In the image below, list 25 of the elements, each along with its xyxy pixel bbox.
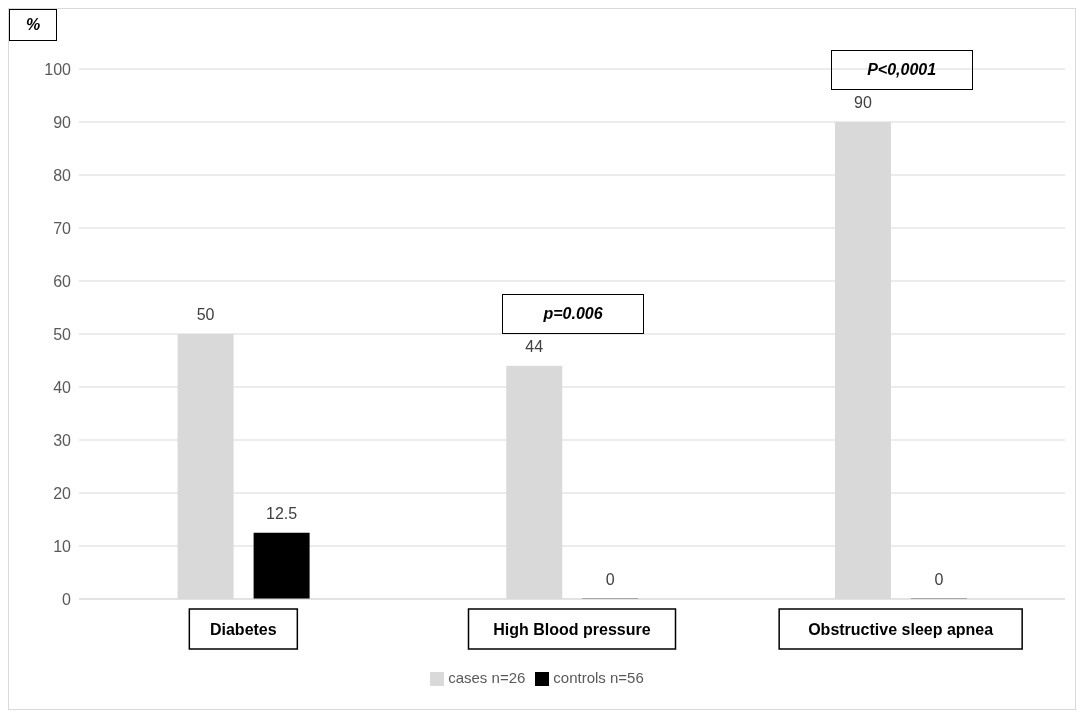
text-box: p=0.006 <box>502 293 644 334</box>
x-tick-label: Obstructive sleep apnea <box>808 621 994 638</box>
y-tick-label: 40 <box>53 378 72 396</box>
y-tick-label: 60 <box>53 272 72 290</box>
data-label: 12.5 <box>266 504 298 522</box>
y-tick-label: 10 <box>53 537 72 555</box>
legend-label: cases n=26 <box>448 669 526 686</box>
data-label: 44 <box>525 337 544 355</box>
y-tick-label: 90 <box>53 113 72 131</box>
data-label: 0 <box>605 571 615 588</box>
x-tick-label: High Blood pressure <box>493 621 651 638</box>
data-label: 0 <box>934 571 944 588</box>
y-tick-label: 20 <box>53 484 72 502</box>
data-label: 50 <box>196 306 215 323</box>
y-tick-label: 80 <box>53 166 72 184</box>
data-label: 90 <box>854 94 872 111</box>
text-box: P<0,0001 <box>830 50 973 90</box>
y-tick-label: 30 <box>53 431 72 449</box>
x-tick-label: Diabetes <box>209 621 277 638</box>
y-tick-label: 100 <box>44 60 72 78</box>
y-tick-label: 0 <box>62 590 72 608</box>
y-tick-label: 50 <box>53 325 72 343</box>
legend-label: controls n=56 <box>553 669 644 686</box>
y-tick-label: 70 <box>53 219 72 237</box>
y-axis-title: % <box>9 9 57 41</box>
